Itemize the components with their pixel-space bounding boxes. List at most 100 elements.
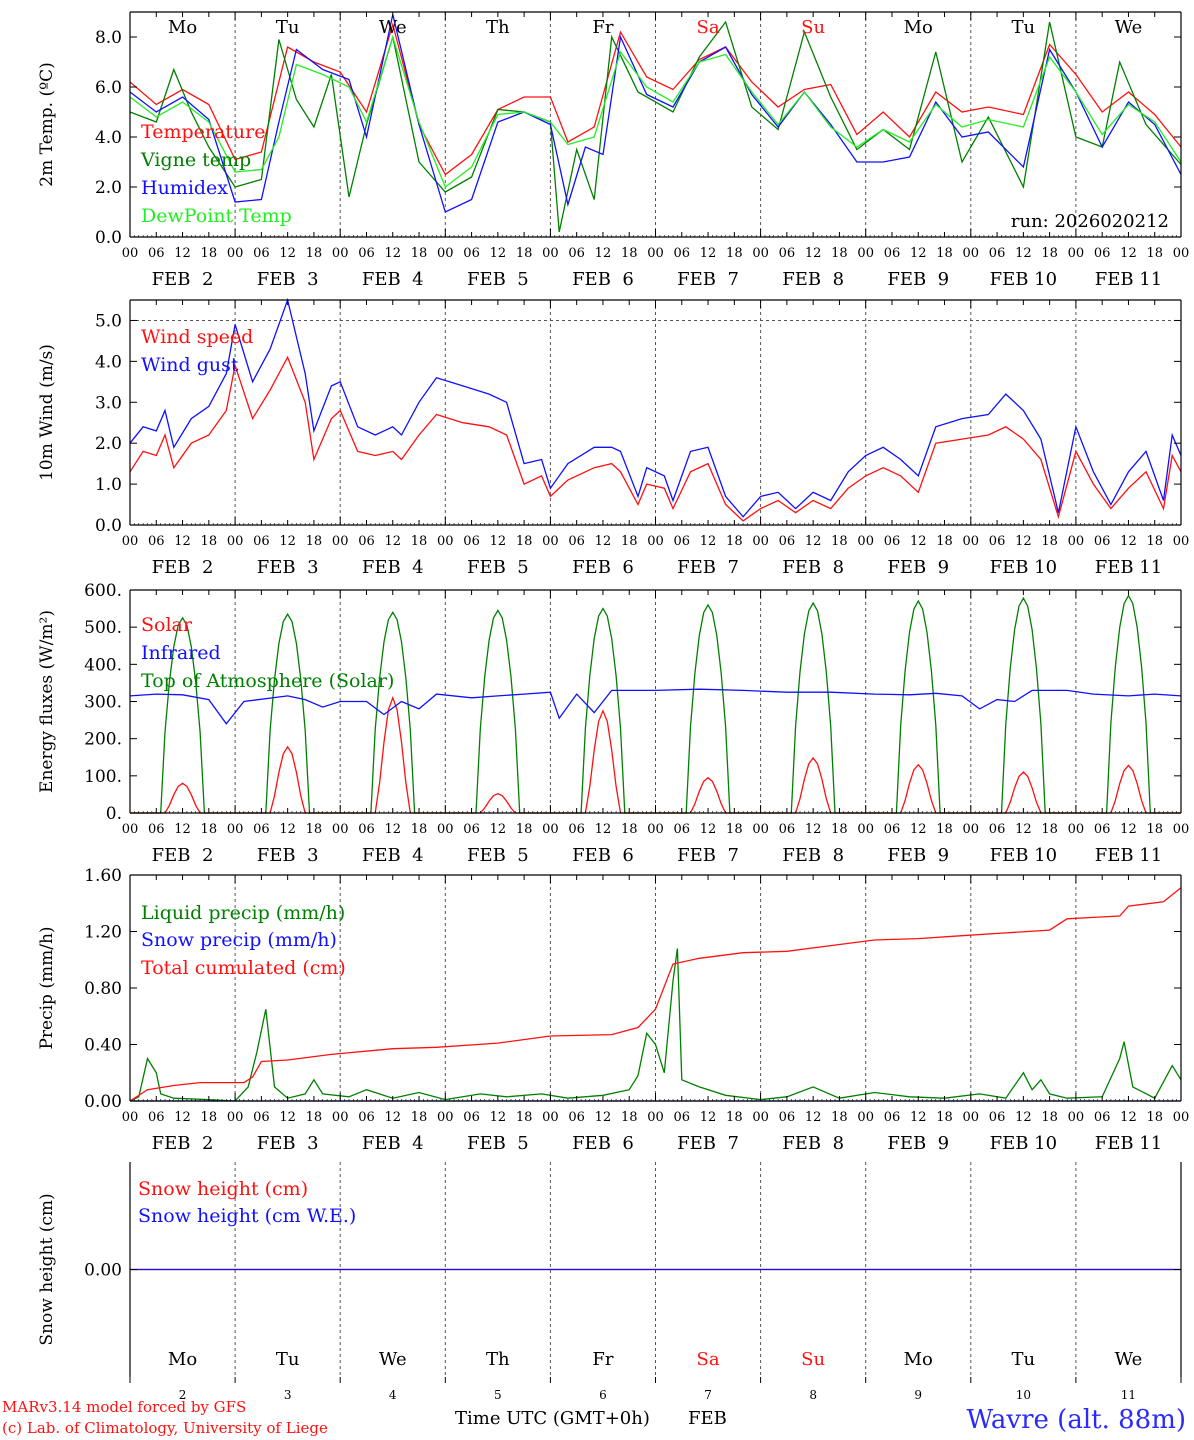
legend-entry: Infrared — [141, 642, 221, 664]
hour-tick-label: 00 — [752, 534, 769, 549]
date-label: FEB 3 — [257, 269, 319, 290]
hour-tick-label: 00 — [227, 246, 244, 261]
hour-tick-label: 06 — [148, 534, 165, 549]
hour-tick-label: 18 — [411, 246, 428, 261]
y-tick-label: 0.00 — [84, 1092, 122, 1112]
day-name-label: Th — [486, 1349, 510, 1370]
lab-credit-line: (c) Lab. of Climatology, University of L… — [2, 1419, 328, 1437]
day-name-label: Mo — [168, 1349, 197, 1370]
hour-tick-label: 06 — [989, 822, 1006, 837]
hour-tick-label: 18 — [306, 1110, 323, 1125]
hour-tick-label: 18 — [201, 246, 218, 261]
y-axis-title: 2m Temp. (ºC) — [37, 62, 57, 187]
hour-tick-label: 00 — [857, 246, 874, 261]
grid-layer — [130, 12, 1181, 1377]
y-tick-label: 0.40 — [84, 1036, 122, 1056]
hour-tick-label: 00 — [122, 1110, 139, 1125]
legend-entry: Wind speed — [141, 326, 253, 348]
date-label: FEB 2 — [152, 269, 214, 290]
hour-tick-label: 06 — [253, 1110, 270, 1125]
day-number-label: 8 — [809, 1388, 817, 1402]
hour-tick-label: 18 — [201, 534, 218, 549]
date-label: FEB 10 — [990, 557, 1057, 578]
y-tick-label: 6.0 — [95, 78, 122, 98]
frame-layer — [129, 11, 1182, 1383]
hour-tick-label: 06 — [148, 822, 165, 837]
hour-tick-label: 18 — [726, 246, 743, 261]
hour-tick-label: 12 — [595, 534, 612, 549]
date-label: FEB 8 — [782, 845, 844, 866]
hour-tick-label: 12 — [384, 822, 401, 837]
hour-tick-label: 18 — [1146, 246, 1163, 261]
series-line — [129, 688, 1182, 725]
hour-tick-label: 06 — [1094, 1110, 1111, 1125]
y-axis-title: 10m Wind (m/s) — [37, 344, 57, 481]
hour-tick-label: 18 — [1041, 534, 1058, 549]
date-label: FEB 3 — [257, 845, 319, 866]
hour-tick-label: 06 — [253, 246, 270, 261]
hour-tick-label: 12 — [384, 534, 401, 549]
hour-tick-label: 00 — [542, 822, 559, 837]
y-axis-title: Snow height (cm) — [37, 1193, 57, 1345]
day-name-label: Su — [801, 1349, 825, 1370]
y-tick-label: 2.0 — [95, 434, 122, 454]
hour-tick-label: 18 — [411, 1110, 428, 1125]
hour-tick-label: 06 — [1094, 822, 1111, 837]
hour-tick-label: 06 — [568, 534, 585, 549]
hour-tick-label: 00 — [963, 246, 980, 261]
hour-tick-label: 18 — [621, 822, 638, 837]
y-tick-label: 300. — [84, 693, 122, 713]
date-label: FEB 2 — [152, 557, 214, 578]
date-label: FEB 10 — [990, 1133, 1057, 1154]
day-name-label: Fr — [592, 1349, 613, 1370]
hour-tick-label: 18 — [726, 1110, 743, 1125]
hour-tick-label: 00 — [332, 246, 349, 261]
y-tick-label: 3.0 — [95, 393, 122, 413]
run-label: run: 2026020212 — [1011, 211, 1169, 232]
series-line — [129, 34, 1182, 189]
hour-tick-label: 12 — [490, 1110, 507, 1125]
day-name-label: Fr — [592, 17, 613, 38]
date-label: FEB 4 — [362, 269, 424, 290]
hour-tick-label: 00 — [857, 534, 874, 549]
legend-entry: Vigne temp — [140, 149, 251, 171]
hour-tick-label: 06 — [358, 822, 375, 837]
hour-tick-label: 12 — [595, 822, 612, 837]
hour-tick-label: 12 — [1015, 534, 1032, 549]
date-label: FEB 9 — [887, 269, 949, 290]
y-tick-label: 1.0 — [95, 475, 122, 495]
hour-tick-label: 12 — [1120, 246, 1137, 261]
hour-tick-label: 12 — [279, 534, 296, 549]
series-line — [129, 20, 1182, 233]
x-axis-month: FEB — [688, 1408, 727, 1429]
hour-tick-label: 12 — [384, 246, 401, 261]
hour-tick-label: 12 — [1015, 246, 1032, 261]
day-name-label: Th — [486, 17, 510, 38]
date-label: FEB 11 — [1095, 845, 1162, 866]
hour-tick-label: 00 — [437, 534, 454, 549]
day-name-label: We — [379, 1349, 407, 1370]
hour-tick-label: 06 — [463, 246, 480, 261]
date-label: FEB 5 — [467, 557, 529, 578]
y-tick-label: 600. — [84, 581, 122, 601]
hour-tick-label: 12 — [490, 822, 507, 837]
date-label: FEB 8 — [782, 557, 844, 578]
hour-tick-label: 00 — [437, 246, 454, 261]
hour-tick-label: 12 — [490, 534, 507, 549]
hour-tick-label: 18 — [201, 822, 218, 837]
text-layer: 0.0 2.0 4.0 6.0 8.0 2m Temp. (ºC) 00 06 12 18 00 06… — [37, 17, 1189, 1402]
day-name-label: Sa — [697, 1349, 720, 1370]
hour-tick-label: 00 — [647, 822, 664, 837]
y-tick-label: 8.0 — [95, 28, 122, 48]
legend-entry: Snow precip (mm/h) — [141, 929, 337, 951]
hour-tick-label: 06 — [1094, 534, 1111, 549]
hour-tick-label: 18 — [411, 822, 428, 837]
y-tick-label: 100. — [84, 767, 122, 787]
hour-tick-label: 00 — [227, 1110, 244, 1125]
date-label: FEB 5 — [467, 845, 529, 866]
date-label: FEB 10 — [990, 845, 1057, 866]
hour-tick-label: 18 — [831, 822, 848, 837]
hour-tick-label: 00 — [122, 534, 139, 549]
hour-tick-label: 06 — [253, 822, 270, 837]
date-label: FEB 3 — [257, 1133, 319, 1154]
